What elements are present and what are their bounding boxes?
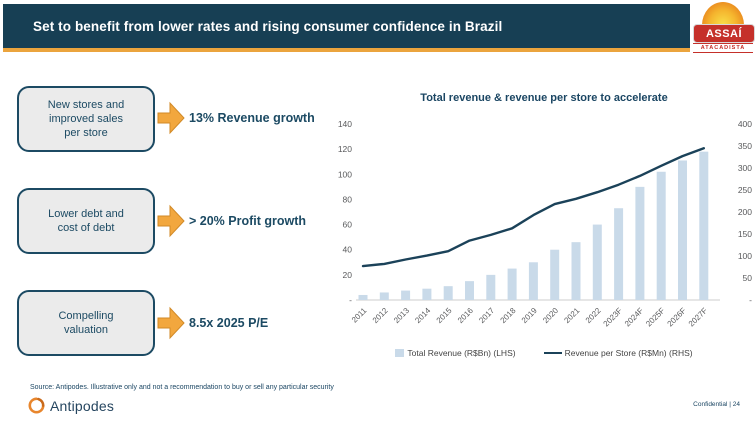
legend-label-total-revenue: Total Revenue (R$Bn) (LHS) [407,348,516,358]
svg-text:2021: 2021 [562,306,581,325]
svg-text:2025F: 2025F [644,306,666,328]
svg-text:250: 250 [738,185,752,195]
assai-logo: ASSAÍ ATACADISTA [690,0,756,58]
svg-text:2014: 2014 [413,306,432,325]
assai-subtitle: ATACADISTA [693,43,753,53]
svg-text:40: 40 [343,245,353,255]
right-arrow-icon [157,306,185,340]
page-title: Set to benefit from lower rates and risi… [33,18,503,34]
svg-text:2012: 2012 [371,306,390,325]
right-arrow-icon [157,204,185,238]
legend-item-total-revenue: Total Revenue (R$Bn) (LHS) [395,348,516,358]
svg-text:2011: 2011 [350,306,369,325]
bar-swatch-icon [395,349,405,357]
legend-label-revenue-per-store: Revenue per Store (R$Mn) (RHS) [564,348,693,358]
svg-text:-: - [349,295,352,305]
svg-text:2018: 2018 [499,306,518,325]
antipodes-wordmark: Antipodes [50,397,115,414]
svg-text:350: 350 [738,141,752,151]
svg-text:200: 200 [738,207,752,217]
svg-text:2023F: 2023F [602,306,624,328]
revenue-chart-plot: 140 120 100 80 60 40 20 - 400 350 300 250 200 150 100 5… [338,119,753,328]
svg-text:140: 140 [338,119,352,129]
driver-result-revenue: 13% Revenue growth [189,111,315,125]
header-divider [3,48,690,52]
line-swatch-icon [543,351,562,355]
svg-text:-: - [749,295,752,305]
svg-text:100: 100 [738,251,752,261]
svg-text:2024F: 2024F [623,306,645,328]
svg-text:100: 100 [338,169,352,179]
confidential-label: Confidential | 24 [693,401,740,408]
svg-text:150: 150 [738,229,752,239]
svg-text:2026F: 2026F [666,306,688,328]
svg-text:20: 20 [343,270,353,280]
driver-box-valuation: Compelling valuation [17,290,155,356]
svg-text:2015: 2015 [435,306,454,325]
sun-icon [702,2,744,25]
assai-wordmark: ASSAÍ [693,24,755,43]
antipodes-swirl-icon [28,397,45,414]
svg-text:50: 50 [743,273,753,283]
driver-box-lower-debt: Lower debt and cost of debt [17,188,155,254]
svg-text:2020: 2020 [541,306,560,325]
revenue-chart: Total revenue & revenue per store to acc… [332,92,756,358]
driver-result-pe: 8.5x 2025 P/E [189,316,269,330]
driver-box-new-stores: New stores and improved sales per store [17,86,155,152]
chart-legend: Total Revenue (R$Bn) (LHS) Revenue per S… [332,348,756,358]
svg-text:60: 60 [343,220,353,230]
driver-result-profit: > 20% Profit growth [189,214,307,228]
svg-text:2022: 2022 [584,306,603,325]
antipodes-logo: Antipodes [28,397,114,414]
svg-text:2013: 2013 [392,306,411,325]
source-note: Source: Antipodes. Illustrative only and… [30,384,334,391]
chart-title: Total revenue & revenue per store to acc… [420,92,668,104]
header-bar: Set to benefit from lower rates and risi… [3,4,690,48]
svg-text:80: 80 [343,194,353,204]
svg-text:2019: 2019 [520,306,539,325]
svg-text:2016: 2016 [456,306,475,325]
svg-text:2017: 2017 [477,306,496,325]
svg-text:2027F: 2027F [687,306,709,328]
svg-text:300: 300 [738,163,752,173]
right-arrow-icon [157,101,185,135]
legend-item-revenue-per-store: Revenue per Store (R$Mn) (RHS) [524,348,693,358]
svg-text:400: 400 [738,119,752,129]
svg-text:120: 120 [338,144,352,154]
